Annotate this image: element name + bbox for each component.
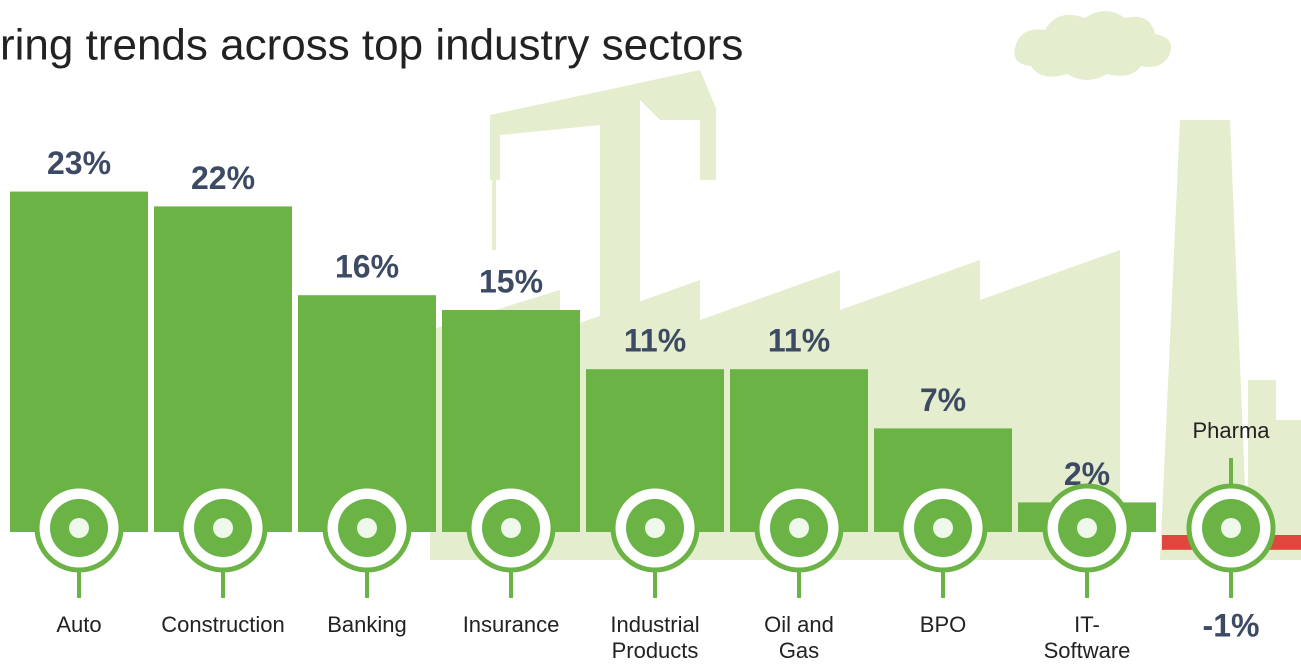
value-label: 15% xyxy=(479,263,543,299)
value-label: 11% xyxy=(768,323,830,359)
category-label: Oil and Gas xyxy=(764,612,834,663)
icon-glyph xyxy=(933,518,953,538)
chart-title: ring trends across top industry sectors xyxy=(0,21,743,70)
category-label: Industrial Products xyxy=(610,612,700,663)
category-label: Auto xyxy=(56,612,102,637)
category-label: Construction xyxy=(161,612,285,637)
category-label: Banking xyxy=(327,612,407,637)
value-label: 23% xyxy=(47,145,111,181)
value-label: -1% xyxy=(1203,607,1260,643)
value-label: 16% xyxy=(335,249,399,285)
icon-glyph xyxy=(69,518,89,538)
category-label: Pharma xyxy=(1192,418,1270,443)
category-label: BPO xyxy=(919,612,967,637)
icon-glyph xyxy=(357,518,377,538)
icon-glyph xyxy=(789,518,809,538)
value-label: 22% xyxy=(191,160,255,196)
icon-glyph xyxy=(501,518,521,538)
category-label: Insurance xyxy=(462,612,560,637)
icon-glyph xyxy=(1077,518,1097,538)
category-label: IT-Software xyxy=(1043,612,1131,663)
value-label: 11% xyxy=(624,323,686,359)
bar xyxy=(154,206,292,532)
bar xyxy=(10,191,148,532)
icon-glyph xyxy=(645,518,665,538)
icon-glyph xyxy=(1221,518,1241,538)
value-label: 7% xyxy=(920,382,966,418)
icon-glyph xyxy=(213,518,233,538)
